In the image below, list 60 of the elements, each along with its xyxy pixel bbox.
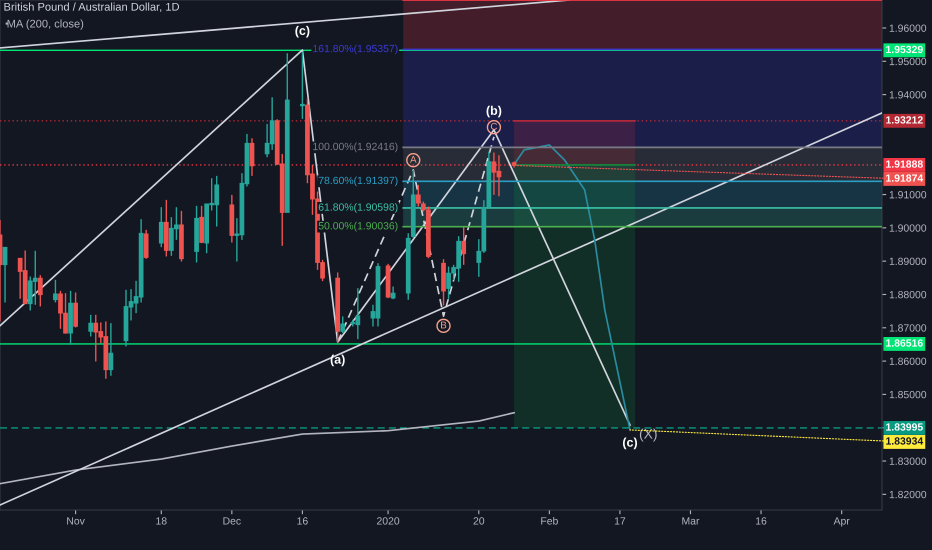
candlestick (53, 279, 58, 304)
annotation: 1.91874 (886, 174, 924, 182)
series-label: 50.00%(1.90036) (318, 222, 398, 232)
annotation: A (410, 156, 417, 163)
candlestick (144, 229, 149, 260)
ref-line-label: 1.91888 (886, 160, 923, 168)
x-tick-label: Feb (541, 516, 558, 525)
candlestick (158, 206, 164, 248)
candlestick (461, 226, 466, 266)
candlestick (108, 322, 114, 376)
x-tick-label: Apr (834, 517, 850, 527)
annotation: (b) (486, 106, 502, 118)
candlestick (340, 316, 346, 334)
y-tick-label: 1.87000 (890, 324, 926, 332)
x-tick-label: 16 (297, 517, 308, 525)
annotation: B (441, 322, 446, 328)
x-tick-label: Nov (67, 517, 85, 525)
candlestick (416, 184, 421, 208)
candlestick (38, 274, 43, 308)
y-tick-label: 1.90000 (890, 224, 926, 232)
x-tick-label: 17 (614, 517, 626, 524)
annotation: (a) (330, 354, 345, 366)
candlestick (73, 292, 78, 328)
candlestick (300, 50, 305, 120)
ref-line-label: 1.83995 (886, 423, 923, 431)
annotation: (c) (622, 438, 638, 450)
annotation: (X) (640, 428, 657, 442)
annotation: 1.83934 (886, 437, 924, 445)
y-tick-label: 1.95000 (890, 58, 926, 66)
candlestick (88, 314, 94, 338)
y-tick-label: 1.86000 (890, 358, 926, 365)
y-tick-label: 1.83000 (890, 458, 926, 465)
y-tick-label: 1.85000 (890, 390, 926, 398)
y-tick-label: 1.89000 (890, 258, 926, 266)
series-label: 161.80%(1.95357) (313, 44, 398, 54)
x-tick-label: 18 (156, 517, 167, 525)
series-label: 100.00%(1.92416) (313, 142, 398, 152)
x-tick-label: 2020 (377, 517, 400, 525)
x-tick-label: 20 (474, 517, 484, 525)
y-tick-label: 1.94000 (890, 91, 926, 98)
series-label: 78.60%(1.91397) (318, 176, 398, 186)
y-tick-label: 1.88000 (890, 290, 926, 298)
annotation: C (490, 122, 498, 130)
x-tick-label: Dec (223, 517, 241, 525)
legend-label: MA (200, close) (8, 19, 84, 30)
ref-line-label: 1.93212 (886, 116, 923, 124)
ref-line-label: 1.86516 (886, 339, 923, 347)
chart-title: British Pound / Australian Dollar, 1D (4, 2, 180, 12)
candlestick (390, 286, 396, 300)
ref-line-label: 1.95329 (886, 46, 923, 54)
y-tick-label: 1.82000 (890, 490, 926, 498)
series-label: 61.80%(1.90598) (318, 203, 398, 213)
line-series (0, 412, 515, 485)
x-tick-label: 16 (756, 517, 766, 525)
y-tick-label: 1.91000 (890, 191, 926, 198)
candlestick (250, 138, 254, 177)
annotation: (c) (295, 26, 310, 38)
candlestick (2, 246, 8, 304)
y-tick-label: 1.96000 (890, 24, 926, 32)
x-tick-label: Mar (682, 517, 700, 525)
